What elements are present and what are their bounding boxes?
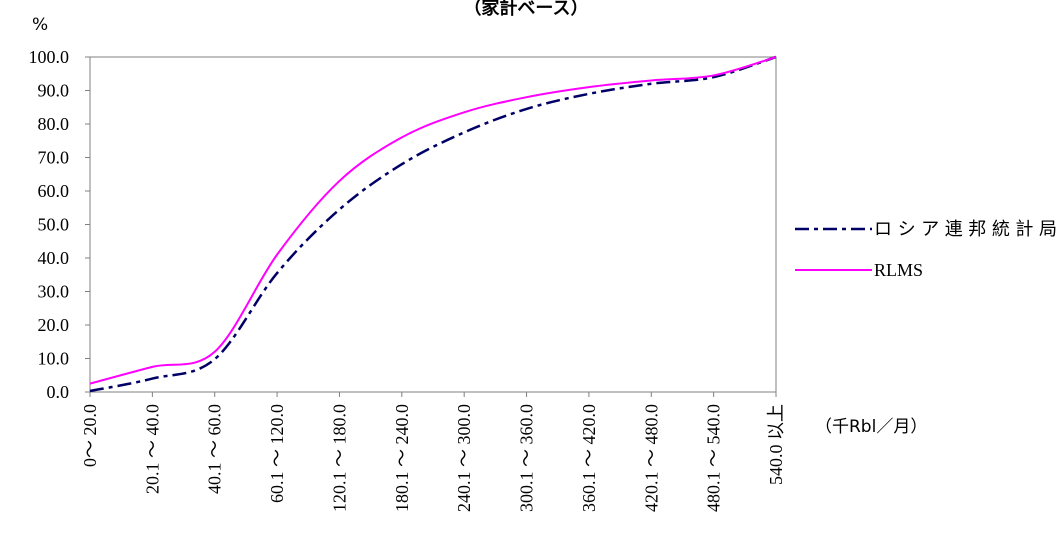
y-tick-label: 60.0 bbox=[38, 181, 70, 201]
x-tick-label: 120.1 ～ 180.0 bbox=[329, 404, 349, 512]
legend-label: RLMS bbox=[874, 260, 923, 280]
x-tick-label: 0～ 20.0 bbox=[80, 404, 100, 467]
y-tick-label: 50.0 bbox=[38, 215, 70, 235]
y-tick-label: 100.0 bbox=[29, 47, 70, 67]
x-tick-label: 540.0 以上 bbox=[766, 404, 786, 485]
y-tick-label: 0.0 bbox=[47, 382, 70, 402]
x-tick-label: 360.1 ～ 420.0 bbox=[579, 404, 599, 512]
chart-title: （家計ベース） bbox=[463, 0, 588, 19]
y-tick-label: 70.0 bbox=[38, 148, 70, 168]
x-tick-label: 20.1 ～ 40.0 bbox=[142, 404, 162, 494]
y-tick-label: 80.0 bbox=[38, 114, 70, 134]
y-axis-label: % bbox=[32, 15, 48, 35]
x-tick-label: 60.1 ～ 120.0 bbox=[267, 404, 287, 503]
y-tick-label: 20.0 bbox=[38, 315, 70, 335]
series-layer bbox=[89, 55, 777, 393]
x-axis-unit-label: （千Rbl／月） bbox=[815, 417, 927, 437]
legend-label: ロシア連邦統計局 bbox=[874, 219, 1057, 240]
x-tick-label: 480.1 ～ 540.0 bbox=[704, 404, 724, 512]
x-tick-label: 180.1 ～ 240.0 bbox=[392, 404, 412, 512]
series-line-1 bbox=[89, 55, 777, 393]
y-tick-label: 90.0 bbox=[38, 81, 70, 101]
legend: ロシア連邦統計局 RLMS bbox=[795, 219, 1057, 280]
y-axis: 0.0 10.0 20.0 30.0 40.0 50.0 60.0 70.0 80.0 90.0 1… bbox=[29, 47, 90, 402]
x-tick-label: 240.1 ～ 300.0 bbox=[454, 404, 474, 512]
x-tick-label: 420.1 ～ 480.0 bbox=[641, 404, 661, 512]
series-line-2 bbox=[89, 56, 777, 385]
plot-area bbox=[89, 56, 777, 393]
y-tick-label: 30.0 bbox=[38, 282, 70, 302]
y-tick-label: 10.0 bbox=[38, 349, 70, 369]
y-tick-label: 40.0 bbox=[38, 248, 70, 268]
x-axis: 0～ 20.0 20.1 ～ 40.0 40.1 ～ 60.0 60.1 ～ 120.… bbox=[80, 392, 786, 512]
x-tick-label: 300.1 ～ 360.0 bbox=[517, 404, 537, 512]
x-tick-label: 40.1 ～ 60.0 bbox=[205, 404, 225, 494]
